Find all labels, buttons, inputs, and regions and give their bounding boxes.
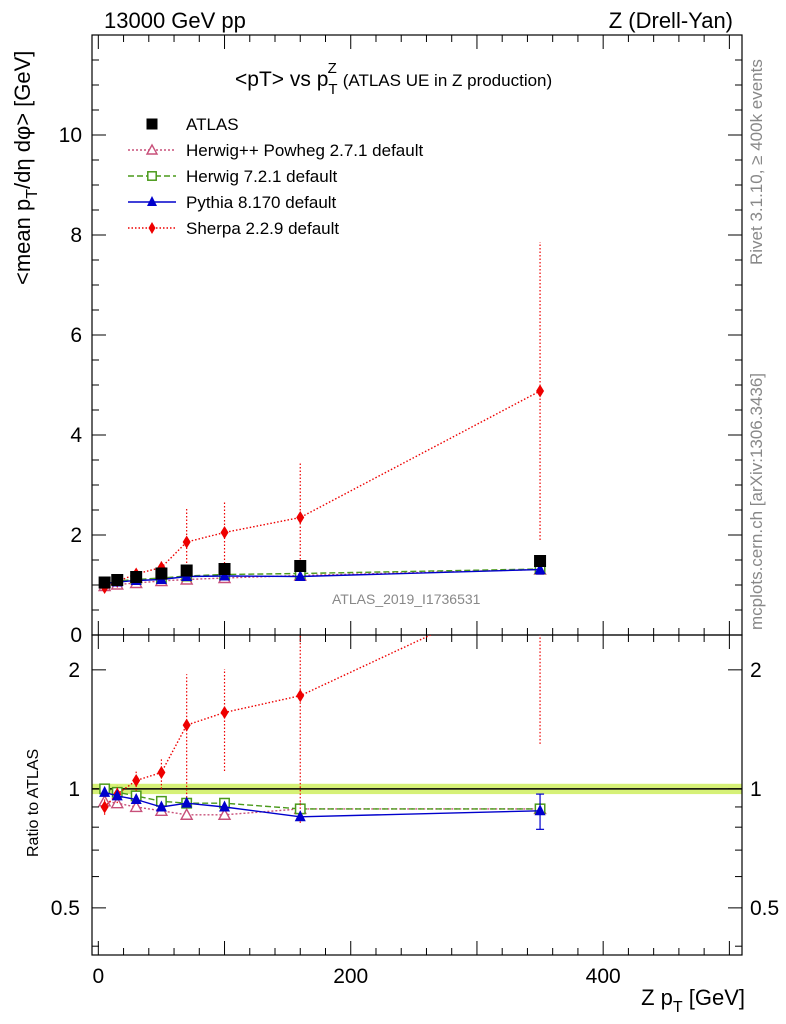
- ratio-ytick-label-right: 1: [750, 778, 762, 801]
- main-axis-ticks: 0 2 4 6 8 10: [59, 34, 742, 647]
- legend-marker-atlas: [146, 118, 158, 130]
- ratio-xtick-label: 200: [333, 965, 368, 988]
- main-title-sup: Z: [328, 60, 337, 77]
- process-label: Z (Drell-Yan): [609, 8, 733, 33]
- main-series-atlas: [98, 555, 547, 589]
- legend: ATLAS Herwig++ Powheg 2.7.1 default Herwig…: [128, 115, 423, 238]
- legend-label-atlas: ATLAS: [186, 115, 239, 134]
- ratio-ytick-label: 1: [68, 778, 80, 801]
- main-ytick-label: 0: [70, 624, 82, 647]
- ratio-ytick-label-right: 2: [750, 659, 762, 682]
- pythia-point: [534, 804, 546, 816]
- main-series-layer: [97, 242, 547, 594]
- atlas-point: [98, 576, 111, 589]
- atlas-point: [534, 555, 547, 567]
- pythia-point: [155, 800, 167, 812]
- main-ytick-label: 10: [59, 124, 82, 147]
- sherpa-point: [157, 765, 166, 779]
- atlas-point: [130, 571, 143, 583]
- main-title-sub: T: [328, 81, 337, 98]
- legend-marker-pythia: [147, 196, 157, 206]
- pythia-point: [111, 789, 123, 801]
- sherpa-point: [536, 384, 545, 398]
- main-ylabel: <mean pT/dη dφ> [GeV]: [10, 51, 41, 285]
- main-ytick-label: 4: [70, 424, 82, 447]
- ratio-series-layer: [97, 635, 547, 830]
- ratio-xtick-label: 400: [586, 965, 621, 988]
- mcplots-label: mcplots.cern.ch [arXiv:1306.3436]: [747, 373, 766, 630]
- ratio-xlabel: Z pT [GeV]: [641, 985, 745, 1016]
- atlas-point: [180, 564, 193, 577]
- herwigpp-point: [129, 800, 143, 813]
- herwig7-line: [104, 568, 541, 584]
- ratio-plot-frame: [91, 634, 743, 956]
- main-ytick-label: 6: [70, 324, 82, 347]
- ratio-ytick-label: 2: [68, 659, 80, 682]
- atlas-point: [294, 560, 307, 572]
- ratio-plot: 0 200 400 0.5 0.5 1 1 2 2 Ratio to ATLAS Z pT [G…: [25, 634, 779, 1016]
- sherpa-point: [220, 526, 229, 539]
- sherpa-point: [100, 800, 109, 814]
- legend-marker-sherpa: [148, 222, 156, 234]
- sherpa-line: [104, 390, 541, 589]
- pythia-point: [534, 563, 546, 574]
- pythia-point: [294, 810, 306, 822]
- legend-label-pythia: Pythia 8.170 default: [186, 193, 337, 212]
- ratio-ytick-label: 0.5: [51, 897, 80, 920]
- pythia-point: [294, 570, 306, 581]
- legend-marker-herwigpp: [145, 143, 159, 155]
- pythia-point: [219, 800, 231, 812]
- sherpa-point: [182, 718, 191, 732]
- sherpa-point: [182, 535, 191, 549]
- main-ytick-label: 8: [70, 224, 82, 247]
- legend-label-herwig7: Herwig 7.2.1 default: [186, 167, 337, 186]
- sherpa-point: [296, 689, 305, 703]
- legend-marker-herwig7: [147, 171, 157, 181]
- sherpa-point: [132, 773, 141, 787]
- herwigpp-point: [217, 807, 232, 820]
- sherpa-point: [296, 511, 305, 524]
- herwig7-line: [104, 788, 541, 810]
- sherpa-line: [104, 635, 433, 808]
- atlas-point: [155, 567, 168, 580]
- legend-label-herwigpp: Herwig++ Powheg 2.7.1 default: [186, 141, 423, 160]
- main-plot: 0 2 4 6 8 10 <pT> vs pTZ(ATLAS UE in Z produc…: [10, 34, 743, 647]
- pythia-point: [181, 796, 193, 808]
- rivet-label: Rivet 3.1.10, ≥ 400k events: [747, 59, 766, 265]
- herwigpp-line: [104, 568, 541, 587]
- ratio-ytick-label-right: 0.5: [750, 897, 779, 920]
- ratio-series-pythia: [99, 785, 546, 830]
- herwigpp-point: [179, 807, 194, 820]
- ratio-axis-ticks: 0 200 400 0.5 0.5 1 1 2 2: [51, 635, 779, 988]
- pythia-point: [130, 792, 142, 804]
- atlas-point: [111, 574, 124, 586]
- herwigpp-line: [104, 800, 541, 816]
- ratio-xtick-label: 0: [92, 965, 104, 988]
- atlas-point: [218, 563, 231, 575]
- sherpa-point: [220, 706, 229, 720]
- analysis-watermark: ATLAS_2019_I1736531: [332, 591, 481, 607]
- main-title: <pT> vs pTZ(ATLAS UE in Z production): [235, 60, 552, 98]
- pythia-point: [99, 785, 111, 797]
- main-ytick-label: 2: [70, 524, 82, 547]
- legend-label-sherpa: Sherpa 2.2.9 default: [186, 219, 339, 238]
- ratio-ylabel: Ratio to ATLAS: [25, 749, 42, 857]
- energy-label: 13000 GeV pp: [104, 8, 246, 33]
